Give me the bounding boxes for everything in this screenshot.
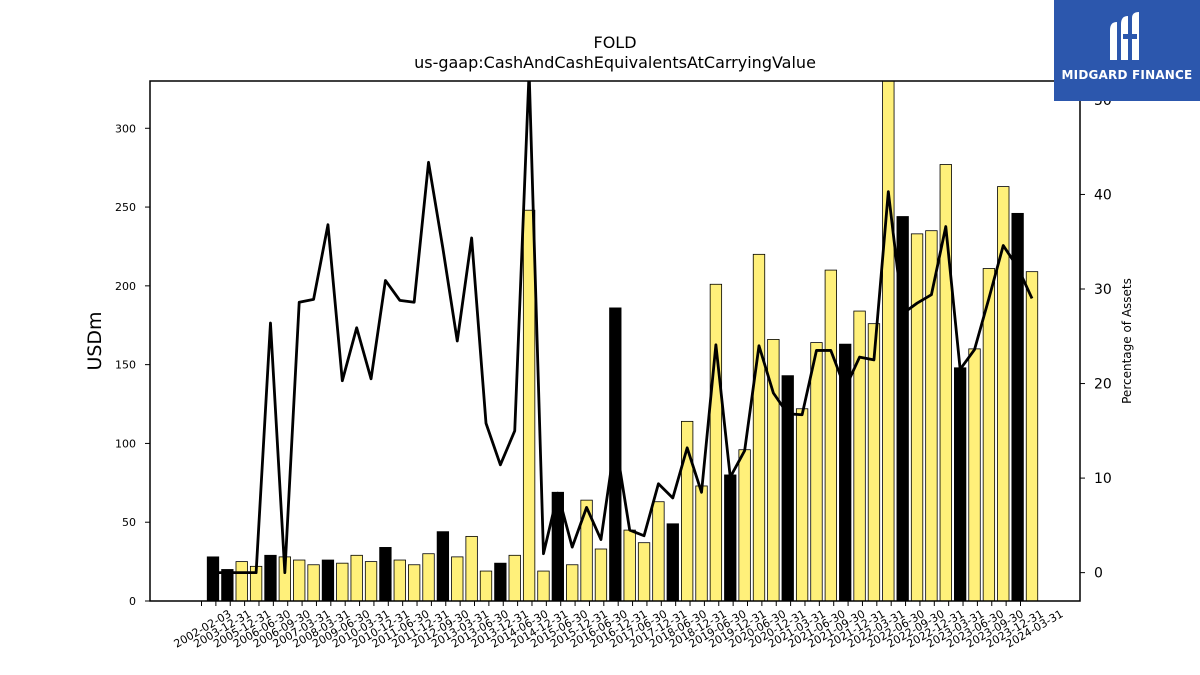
y-tick-label: 0 bbox=[129, 595, 136, 608]
bar bbox=[925, 230, 938, 601]
bar bbox=[666, 523, 679, 601]
plot-frame bbox=[149, 80, 1081, 602]
bar bbox=[882, 81, 895, 601]
bar bbox=[221, 569, 234, 601]
y2-axis: 01020304050 bbox=[1080, 93, 1112, 582]
bar bbox=[566, 564, 579, 601]
bar bbox=[738, 449, 751, 601]
bar bbox=[637, 542, 651, 601]
y-tick-label: 50 bbox=[122, 516, 136, 529]
bar bbox=[422, 553, 435, 601]
bar bbox=[408, 564, 421, 601]
y2-tick-label: 30 bbox=[1094, 282, 1112, 298]
y2-tick-label: 20 bbox=[1094, 377, 1112, 393]
bar bbox=[767, 339, 780, 601]
bar bbox=[867, 323, 881, 601]
bar bbox=[609, 307, 622, 601]
bar bbox=[479, 570, 493, 601]
bar bbox=[839, 343, 852, 601]
bar bbox=[364, 561, 378, 601]
bar bbox=[293, 559, 306, 601]
bar bbox=[752, 253, 766, 601]
bar bbox=[522, 209, 536, 601]
y2-axis-label: Percentage of Assets bbox=[1120, 278, 1134, 404]
bar bbox=[954, 367, 967, 601]
bars-layer bbox=[206, 81, 1039, 601]
pct-line-layer bbox=[213, 81, 1034, 575]
y-axis-label: USDm bbox=[84, 311, 106, 370]
pct-series-line bbox=[213, 81, 1034, 575]
bar bbox=[695, 485, 708, 601]
bar bbox=[1011, 212, 1024, 601]
y-axis: 0 50 100 150 200 250 300 bbox=[115, 122, 150, 608]
y-tick-label: 300 bbox=[115, 122, 136, 135]
bar bbox=[321, 559, 335, 601]
bar bbox=[494, 562, 507, 601]
bar bbox=[451, 556, 464, 601]
bar bbox=[623, 529, 636, 601]
bar bbox=[537, 570, 550, 601]
bar bbox=[824, 269, 837, 601]
bar bbox=[853, 310, 866, 601]
y-tick-label: 250 bbox=[115, 201, 136, 214]
bar bbox=[350, 554, 363, 601]
bar bbox=[997, 186, 1010, 601]
y-tick-label: 200 bbox=[115, 280, 136, 293]
bar bbox=[264, 554, 277, 601]
bar bbox=[781, 375, 794, 601]
bar bbox=[307, 564, 320, 601]
bar bbox=[206, 556, 220, 601]
bar bbox=[594, 548, 608, 601]
brand-logo: MIDGARD FINANCE bbox=[1054, 0, 1200, 101]
bar bbox=[235, 561, 248, 601]
bar bbox=[896, 216, 909, 601]
y2-tick-label: 10 bbox=[1094, 471, 1112, 487]
bar bbox=[336, 562, 349, 601]
x-axis: 2002-02-032003-12-312005-12-312006-06-30… bbox=[172, 601, 1066, 651]
bar bbox=[795, 408, 809, 601]
bar bbox=[982, 268, 996, 601]
bar bbox=[508, 554, 521, 601]
chart-title: FOLD bbox=[593, 33, 636, 52]
bar bbox=[709, 283, 723, 601]
y2-tick-label: 0 bbox=[1094, 566, 1103, 582]
bar bbox=[810, 342, 823, 601]
brand-logo-text: MIDGARD FINANCE bbox=[1061, 68, 1193, 82]
bar bbox=[939, 164, 952, 601]
bar bbox=[436, 531, 450, 601]
y-tick-label: 150 bbox=[115, 359, 136, 372]
bar bbox=[910, 233, 924, 601]
y-tick-label: 100 bbox=[115, 437, 136, 450]
bar bbox=[393, 559, 406, 601]
chart-subtitle: us-gaap:CashAndCashEquivalentsAtCarrying… bbox=[414, 53, 816, 72]
bar bbox=[968, 348, 981, 601]
bar bbox=[379, 547, 392, 601]
bar bbox=[465, 535, 478, 601]
bar bbox=[724, 474, 737, 601]
midgard-logo-icon bbox=[1110, 12, 1139, 60]
y2-tick-label: 40 bbox=[1094, 187, 1112, 203]
bar bbox=[652, 501, 665, 601]
bar bbox=[1025, 271, 1039, 601]
